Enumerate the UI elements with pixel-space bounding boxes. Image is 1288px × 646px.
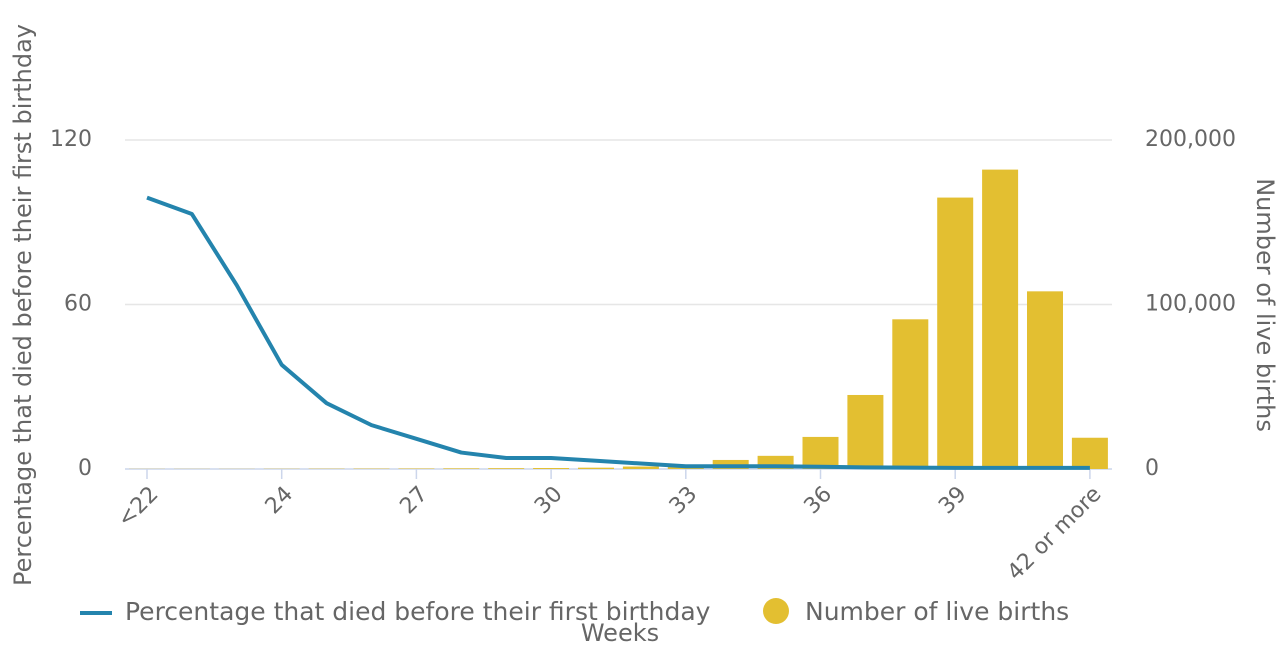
line <box>146 195 1090 470</box>
x-tick-label: 30 <box>530 482 567 519</box>
bar <box>622 466 659 469</box>
bar <box>488 468 525 469</box>
x-axis-label: Weeks <box>581 619 659 646</box>
bar <box>578 467 614 469</box>
bar <box>1071 437 1108 469</box>
legend-label: Percentage that died before their first … <box>125 597 711 626</box>
y-axis-label: Percentage that died before their first … <box>9 24 37 586</box>
x-tick-label: 42 or more <box>1003 482 1107 586</box>
x-tick-label: 33 <box>665 482 702 519</box>
legend-swatch <box>763 598 789 624</box>
bar <box>937 197 974 469</box>
y2-tick-label: 200,000 <box>1145 127 1236 152</box>
x-tick-label: 24 <box>261 482 298 519</box>
x-tick-label: <22 <box>113 482 164 533</box>
x-tick-label: 36 <box>800 482 837 519</box>
bar <box>847 394 884 469</box>
bar <box>892 319 929 469</box>
bar <box>533 468 570 469</box>
x-tick-label: 39 <box>934 482 971 519</box>
y2-axis-label: Number of live births <box>1251 178 1279 432</box>
bar <box>1027 291 1063 469</box>
y2-tick-label: 0 <box>1145 456 1159 481</box>
x-tick-label: 27 <box>395 482 432 519</box>
y-tick-label: 120 <box>50 127 92 152</box>
legend-label: Number of live births <box>805 597 1069 626</box>
y-tick-label: 0 <box>78 456 92 481</box>
bar <box>443 468 480 469</box>
bar <box>802 436 839 469</box>
bar <box>982 169 1019 470</box>
y-tick-label: 60 <box>64 292 92 317</box>
y2-tick-label: 100,000 <box>1145 292 1236 317</box>
